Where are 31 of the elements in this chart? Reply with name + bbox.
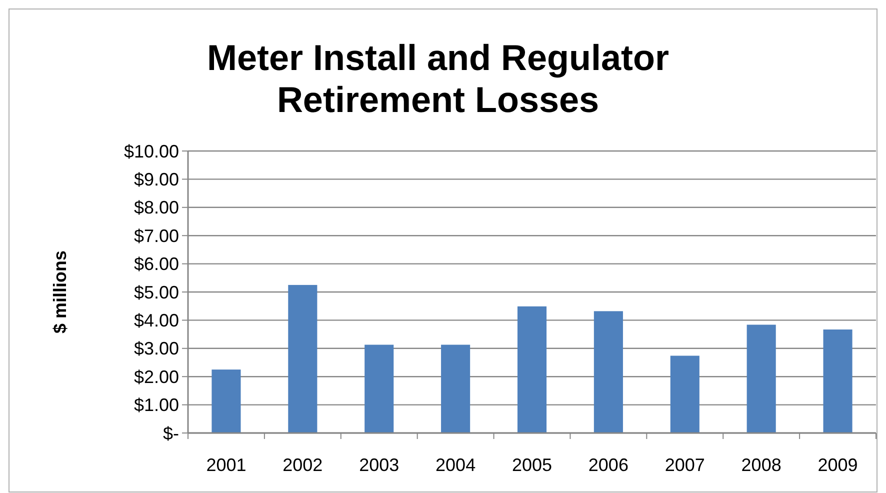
bar (746, 324, 776, 433)
bar (594, 311, 623, 433)
x-tick-label: 2003 (359, 455, 400, 475)
bar (364, 344, 394, 433)
bar (441, 344, 470, 433)
y-tick-label: $5.00 (134, 282, 179, 302)
x-tick-label: 2004 (436, 455, 476, 475)
x-tick-label: 2006 (588, 455, 628, 475)
y-tick-label: $3.00 (134, 338, 179, 359)
bar (823, 330, 852, 433)
bar (670, 356, 700, 433)
x-tick-label: 2007 (664, 455, 705, 475)
y-tick-label: $4.00 (134, 310, 179, 330)
bar (517, 306, 547, 433)
y-tick-label: $1.00 (134, 395, 179, 416)
y-tick-label: $6.00 (134, 254, 179, 274)
x-tick-label: 2001 (206, 455, 246, 475)
x-tick-label: 2002 (282, 455, 323, 475)
y-tick-label: $8.00 (134, 198, 179, 218)
y-tick-label: $9.00 (134, 170, 179, 190)
bar (212, 370, 241, 433)
y-axis-title: $ millions (50, 250, 70, 334)
y-tick-label: $2.00 (134, 366, 179, 387)
chart-title: Meter Install and Regulator Retirement Losses (206, 37, 670, 120)
bar (288, 284, 318, 433)
x-tick-label: 2009 (818, 455, 858, 475)
x-tick-label: 2008 (741, 455, 782, 475)
x-tick-label: 2005 (512, 455, 552, 475)
y-tick-label: $10.00 (124, 141, 179, 162)
y-tick-label: $- (162, 423, 179, 444)
y-tick-label: $7.00 (134, 226, 179, 246)
